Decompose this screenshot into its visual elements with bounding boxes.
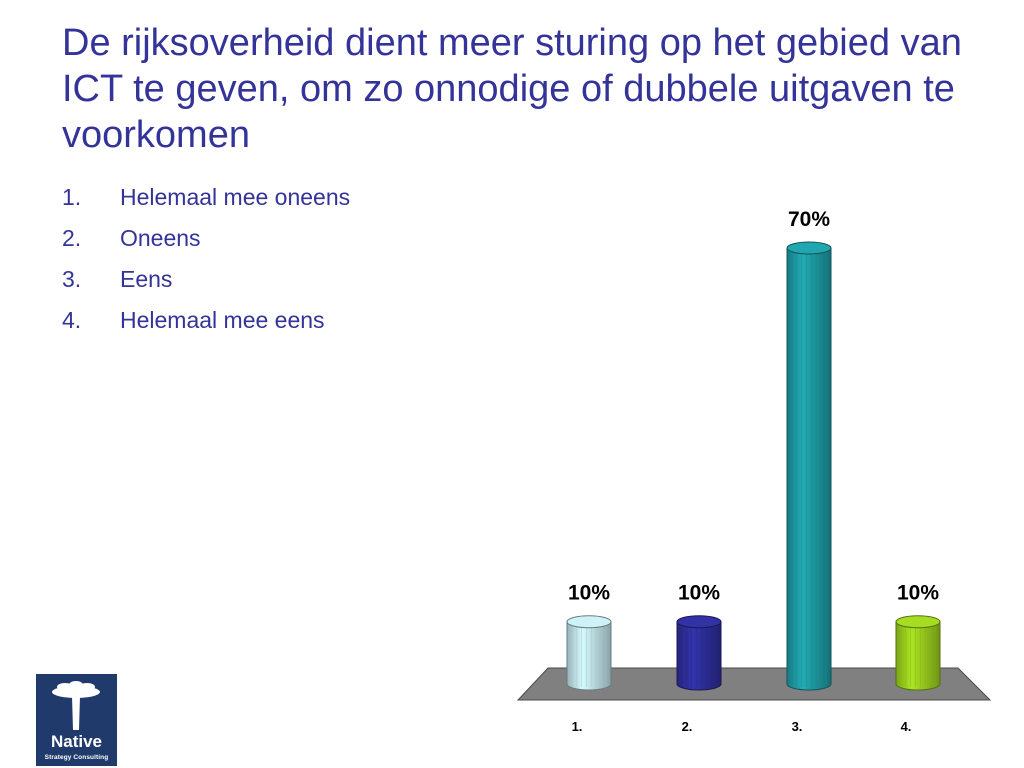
answer-option-number: 3. [62, 266, 82, 292]
answer-option-label: Helemaal mee eens [120, 307, 325, 333]
x-tick-label-1: 1. [572, 719, 583, 734]
tree-icon [52, 681, 100, 730]
data-label-4: 10% [897, 582, 939, 605]
data-label-3: 70% [788, 208, 830, 231]
bar-1 [566, 615, 612, 691]
logo-name: Native [50, 732, 103, 751]
slide-title: De rijksoverheid dient meer sturing op h… [62, 22, 962, 156]
bar-2 [676, 615, 722, 691]
x-tick-label-4: 4. [901, 719, 912, 734]
answer-option-2: 2. Oneens [62, 225, 350, 266]
bar-3 [786, 241, 832, 691]
answer-option-label: Eens [120, 266, 173, 292]
answer-option-label: Helemaal mee oneens [120, 184, 351, 210]
bar-4 [895, 615, 941, 691]
answer-option-4: 4. Helemaal mee eens [62, 307, 350, 348]
logo-tagline: Strategy Consulting [44, 754, 109, 761]
answer-option-number: 2. [62, 225, 82, 251]
answer-options-list: 1. Helemaal mee oneens 2. Oneens 3. Eens 4.… [62, 184, 350, 348]
answer-option-3: 3. Eens [62, 266, 350, 307]
data-label-1: 10% [568, 582, 610, 605]
answer-option-1: 1. Helemaal mee oneens [62, 184, 350, 225]
company-logo: Native Strategy Consulting [36, 674, 117, 766]
answer-option-number: 4. [62, 307, 82, 333]
data-label-2: 10% [678, 582, 720, 605]
answer-option-label: Oneens [120, 225, 201, 251]
answer-option-number: 1. [62, 184, 82, 210]
x-tick-label-2: 2. [682, 719, 693, 734]
x-tick-label-3: 3. [792, 719, 803, 734]
